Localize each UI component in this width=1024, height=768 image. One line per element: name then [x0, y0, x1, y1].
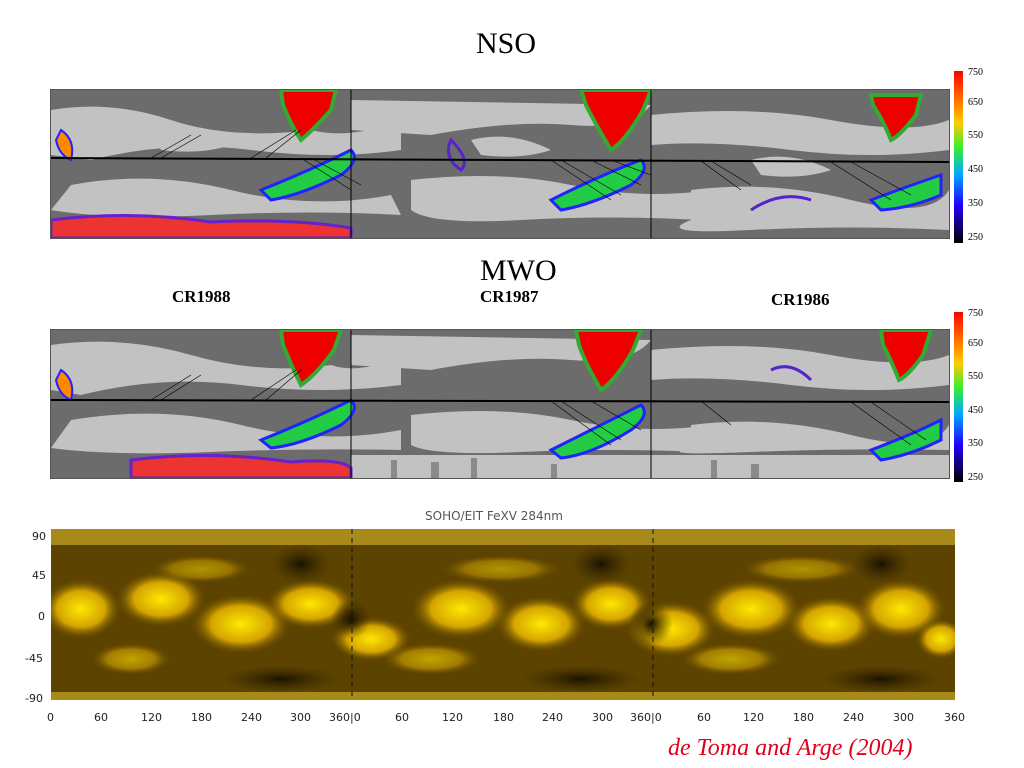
eit-x-tick: 360 — [944, 711, 965, 724]
eit-x-tick: 180 — [793, 711, 814, 724]
nso-colorbar-tick: 250 — [968, 232, 983, 243]
eit-x-tick: 300 — [290, 711, 311, 724]
eit-x-tick: 360|0 — [329, 711, 361, 724]
nso-colorbar-tick: 550 — [968, 130, 983, 141]
nso-colorbar-tick: 450 — [968, 164, 983, 175]
eit-x-tick: 120 — [743, 711, 764, 724]
eit-x-tick: 0 — [47, 711, 54, 724]
eit-y-tick: -90 — [25, 692, 43, 705]
mwo-title: MWO — [480, 254, 557, 287]
rotation-label: CR1988 — [172, 287, 231, 306]
eit-title: SOHO/EIT FeXV 284nm — [425, 509, 563, 523]
rotation-label: CR1986 — [771, 290, 830, 309]
nso-map-panel — [50, 89, 950, 239]
mwo-colorbar-tick: 350 — [968, 438, 983, 449]
mwo-colorbar-tick: 450 — [968, 405, 983, 416]
nso-colorbar-tick: 350 — [968, 198, 983, 209]
eit-x-tick: 60 — [395, 711, 409, 724]
eit-x-tick: 360|0 — [630, 711, 662, 724]
nso-map-image — [51, 90, 949, 238]
mwo-map-image — [51, 330, 949, 478]
eit-x-tick: 120 — [141, 711, 162, 724]
credit-text: de Toma and Arge (2004) — [668, 735, 913, 761]
rotation-label: CR1987 — [480, 287, 539, 306]
eit-y-tick: 0 — [38, 610, 45, 623]
nso-colorbar-gradient — [954, 71, 963, 243]
eit-x-tick: 180 — [191, 711, 212, 724]
eit-map-panel — [51, 529, 955, 700]
mwo-colorbar: 750 650 550 450 350 250 — [954, 308, 1004, 488]
eit-x-tick: 180 — [493, 711, 514, 724]
eit-x-tick: 120 — [442, 711, 463, 724]
mwo-colorbar-tick: 250 — [968, 472, 983, 483]
eit-y-tick: 90 — [32, 530, 46, 543]
eit-x-tick: 60 — [697, 711, 711, 724]
eit-y-tick: -45 — [25, 652, 43, 665]
eit-x-tick: 240 — [843, 711, 864, 724]
eit-x-tick: 300 — [592, 711, 613, 724]
eit-y-tick: 45 — [32, 569, 46, 582]
eit-x-tick: 60 — [94, 711, 108, 724]
mwo-colorbar-tick: 750 — [968, 308, 983, 319]
mwo-colorbar-gradient — [954, 312, 963, 482]
nso-colorbar-tick: 750 — [968, 67, 983, 78]
eit-x-tick: 300 — [893, 711, 914, 724]
mwo-colorbar-tick: 550 — [968, 371, 983, 382]
mwo-colorbar-tick: 650 — [968, 338, 983, 349]
eit-x-tick: 240 — [241, 711, 262, 724]
eit-x-tick: 240 — [542, 711, 563, 724]
nso-colorbar: 750 650 550 450 350 250 — [954, 67, 1004, 247]
eit-map-image — [51, 529, 955, 700]
mwo-map-panel — [50, 329, 950, 479]
nso-title: NSO — [476, 27, 537, 60]
nso-colorbar-tick: 650 — [968, 97, 983, 108]
